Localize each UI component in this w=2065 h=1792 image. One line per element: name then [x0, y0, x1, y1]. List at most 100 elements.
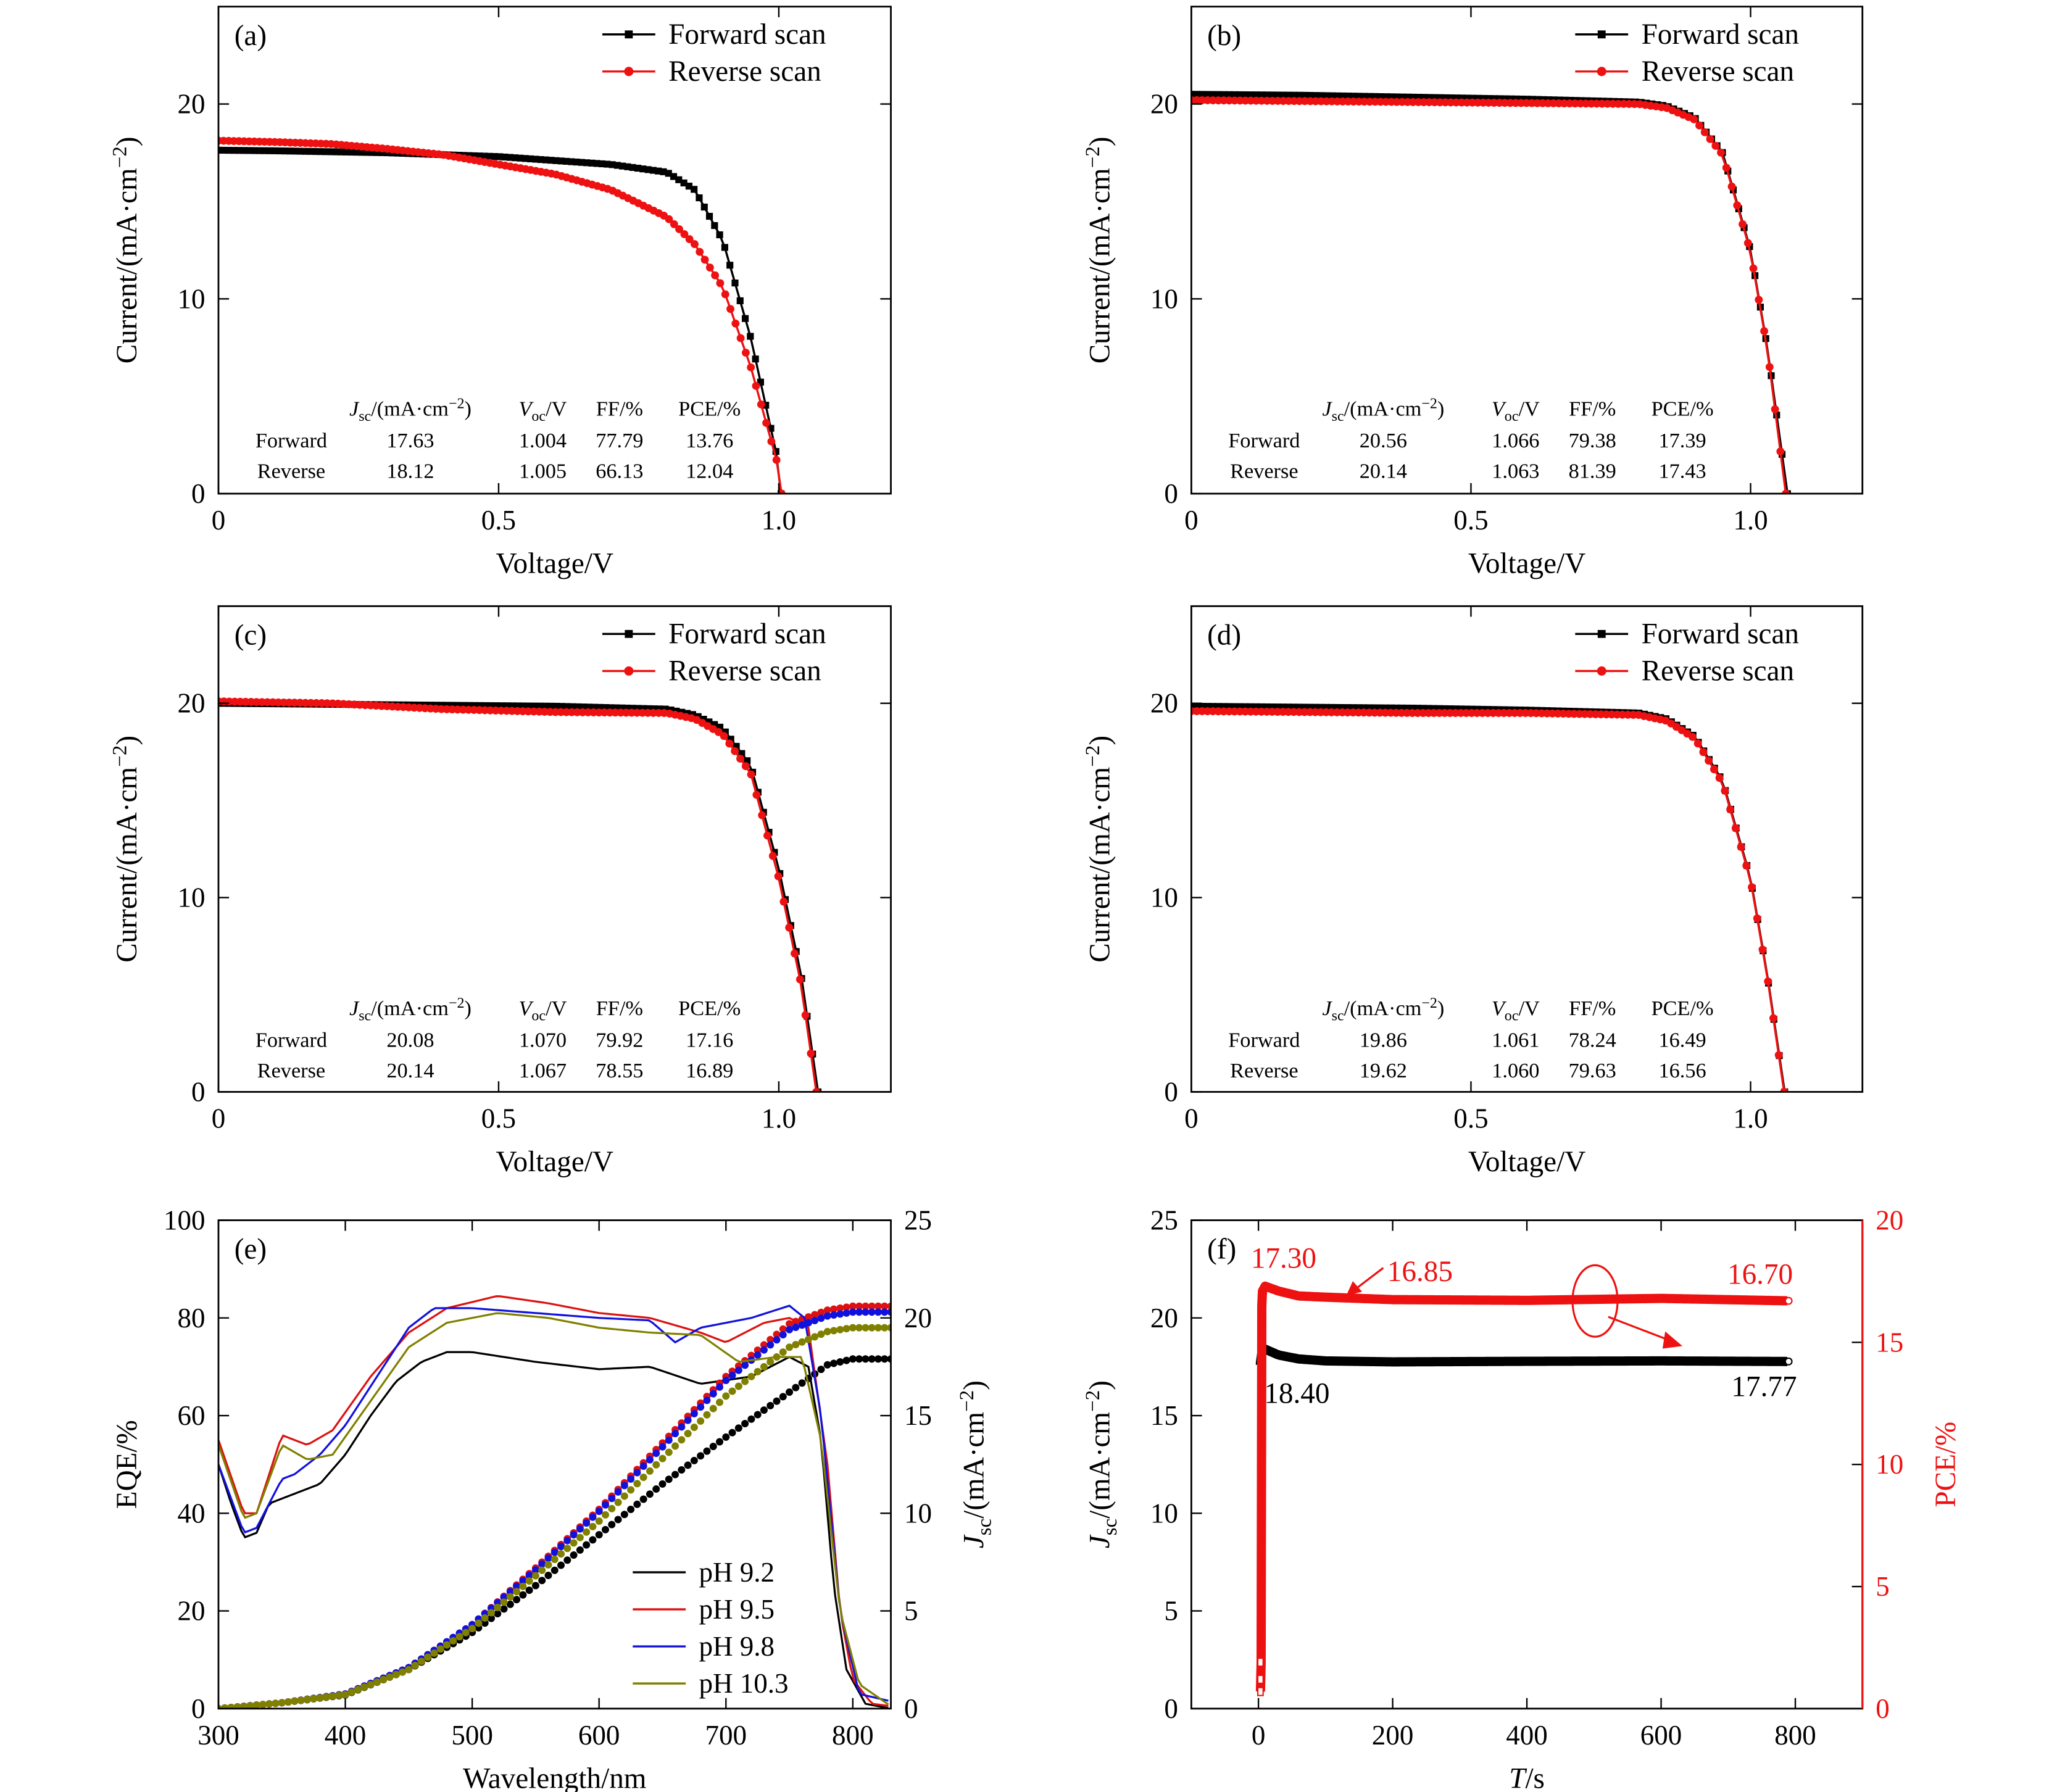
data-point [1513, 95, 1520, 102]
data-point [1765, 363, 1774, 371]
jsc-point [519, 1577, 527, 1585]
data-point [596, 703, 604, 711]
y-tick-label: 5 [1164, 1596, 1178, 1627]
data-point [1285, 91, 1293, 99]
data-point [741, 762, 750, 771]
data-point [557, 157, 565, 165]
data-point [498, 702, 505, 710]
data-point [1743, 239, 1752, 247]
data-point [542, 702, 549, 710]
data-point [1700, 128, 1709, 136]
data-point [1236, 703, 1244, 710]
data-point [1431, 94, 1439, 101]
jsc-point [792, 1317, 800, 1325]
table-cell: 1.063 [1492, 459, 1539, 483]
data-point [517, 154, 524, 162]
jsc-point [798, 1379, 806, 1387]
jsc-point [373, 1678, 381, 1686]
y-axis-label: Current/(mA·cm−2) [109, 136, 143, 363]
jsc-point [849, 1308, 857, 1316]
table-cell: 18.12 [386, 459, 434, 483]
plot-area [1191, 702, 1789, 1092]
data-point [736, 297, 744, 304]
data-point [1398, 704, 1405, 711]
jsc-point [583, 1519, 591, 1527]
legend-marker [624, 67, 634, 77]
data-point [609, 161, 616, 168]
data-point [491, 153, 499, 160]
data-point [1693, 739, 1702, 748]
jsc-point [779, 1330, 787, 1338]
jsc-point [639, 1495, 647, 1503]
data-point [363, 149, 370, 156]
jsc-point [589, 1522, 597, 1530]
jsc-point [754, 1367, 762, 1375]
data-point [1209, 703, 1216, 710]
jsc-point [855, 1308, 863, 1316]
data-point [618, 704, 626, 711]
jsc-point [665, 1436, 673, 1444]
table-header: PCE/% [1652, 997, 1714, 1020]
jsc-point [551, 1556, 559, 1564]
series-reverse [218, 697, 821, 1092]
data-point [1258, 91, 1266, 99]
data-point [333, 148, 340, 156]
data-point [757, 378, 764, 386]
y-tick-label: 20 [178, 1596, 206, 1627]
data-point [733, 742, 740, 750]
data-point [1457, 705, 1465, 713]
data-point [757, 400, 765, 409]
data-point [772, 448, 779, 455]
legend-marker [625, 30, 633, 39]
legend-marker [625, 629, 633, 638]
jsc-point [576, 1525, 584, 1533]
series-ph-10.3 [218, 1312, 891, 1709]
jsc-point [519, 1591, 527, 1599]
jsc-point [829, 1311, 838, 1319]
jsc-point [786, 1325, 794, 1334]
data-point [714, 728, 723, 736]
jsc-point [614, 1516, 622, 1524]
data-point [1399, 93, 1406, 101]
jsc-point [836, 1304, 844, 1312]
data-point [1425, 705, 1432, 712]
data-point [716, 231, 723, 239]
data-point [768, 852, 777, 860]
data-point [1497, 95, 1504, 102]
jsc-point [715, 1438, 723, 1446]
table-header: FF/% [1569, 997, 1616, 1020]
data-point [1727, 182, 1736, 191]
data-point [1193, 702, 1200, 710]
parameter-table: Jsc/(mA·cm−2) Voc/V FF/% PCE/% Forward 20.08 1… [256, 995, 741, 1082]
data-point [1491, 95, 1498, 102]
y2-tick-label: 10 [1876, 1449, 1903, 1480]
data-point [512, 154, 519, 162]
data-point [307, 147, 314, 155]
jsc-point [576, 1546, 584, 1554]
data-point [675, 176, 683, 183]
data-point [1231, 91, 1239, 98]
data-point [1371, 704, 1379, 711]
jsc-point [722, 1433, 730, 1441]
plot-area [1255, 1281, 1793, 1696]
table-cell: 78.55 [596, 1059, 643, 1082]
y-tick-label: 10 [178, 882, 206, 913]
data-point [1394, 93, 1401, 101]
jsc-point [411, 1661, 419, 1669]
data-point [1388, 93, 1395, 101]
data-point [700, 255, 709, 264]
table-header: Voc/V [518, 397, 567, 425]
jsc-point [678, 1466, 686, 1474]
data-point [460, 702, 467, 709]
data-point [1253, 91, 1260, 99]
jsc-point [589, 1536, 597, 1544]
jsc-point [525, 1577, 533, 1585]
data-point [1345, 93, 1352, 100]
data-point [368, 149, 376, 156]
data-point [465, 702, 473, 709]
jsc-point [367, 1680, 375, 1688]
data-point [1441, 705, 1448, 713]
data-point [1414, 705, 1422, 712]
jsc-point [449, 1637, 457, 1645]
data-point [569, 703, 576, 710]
